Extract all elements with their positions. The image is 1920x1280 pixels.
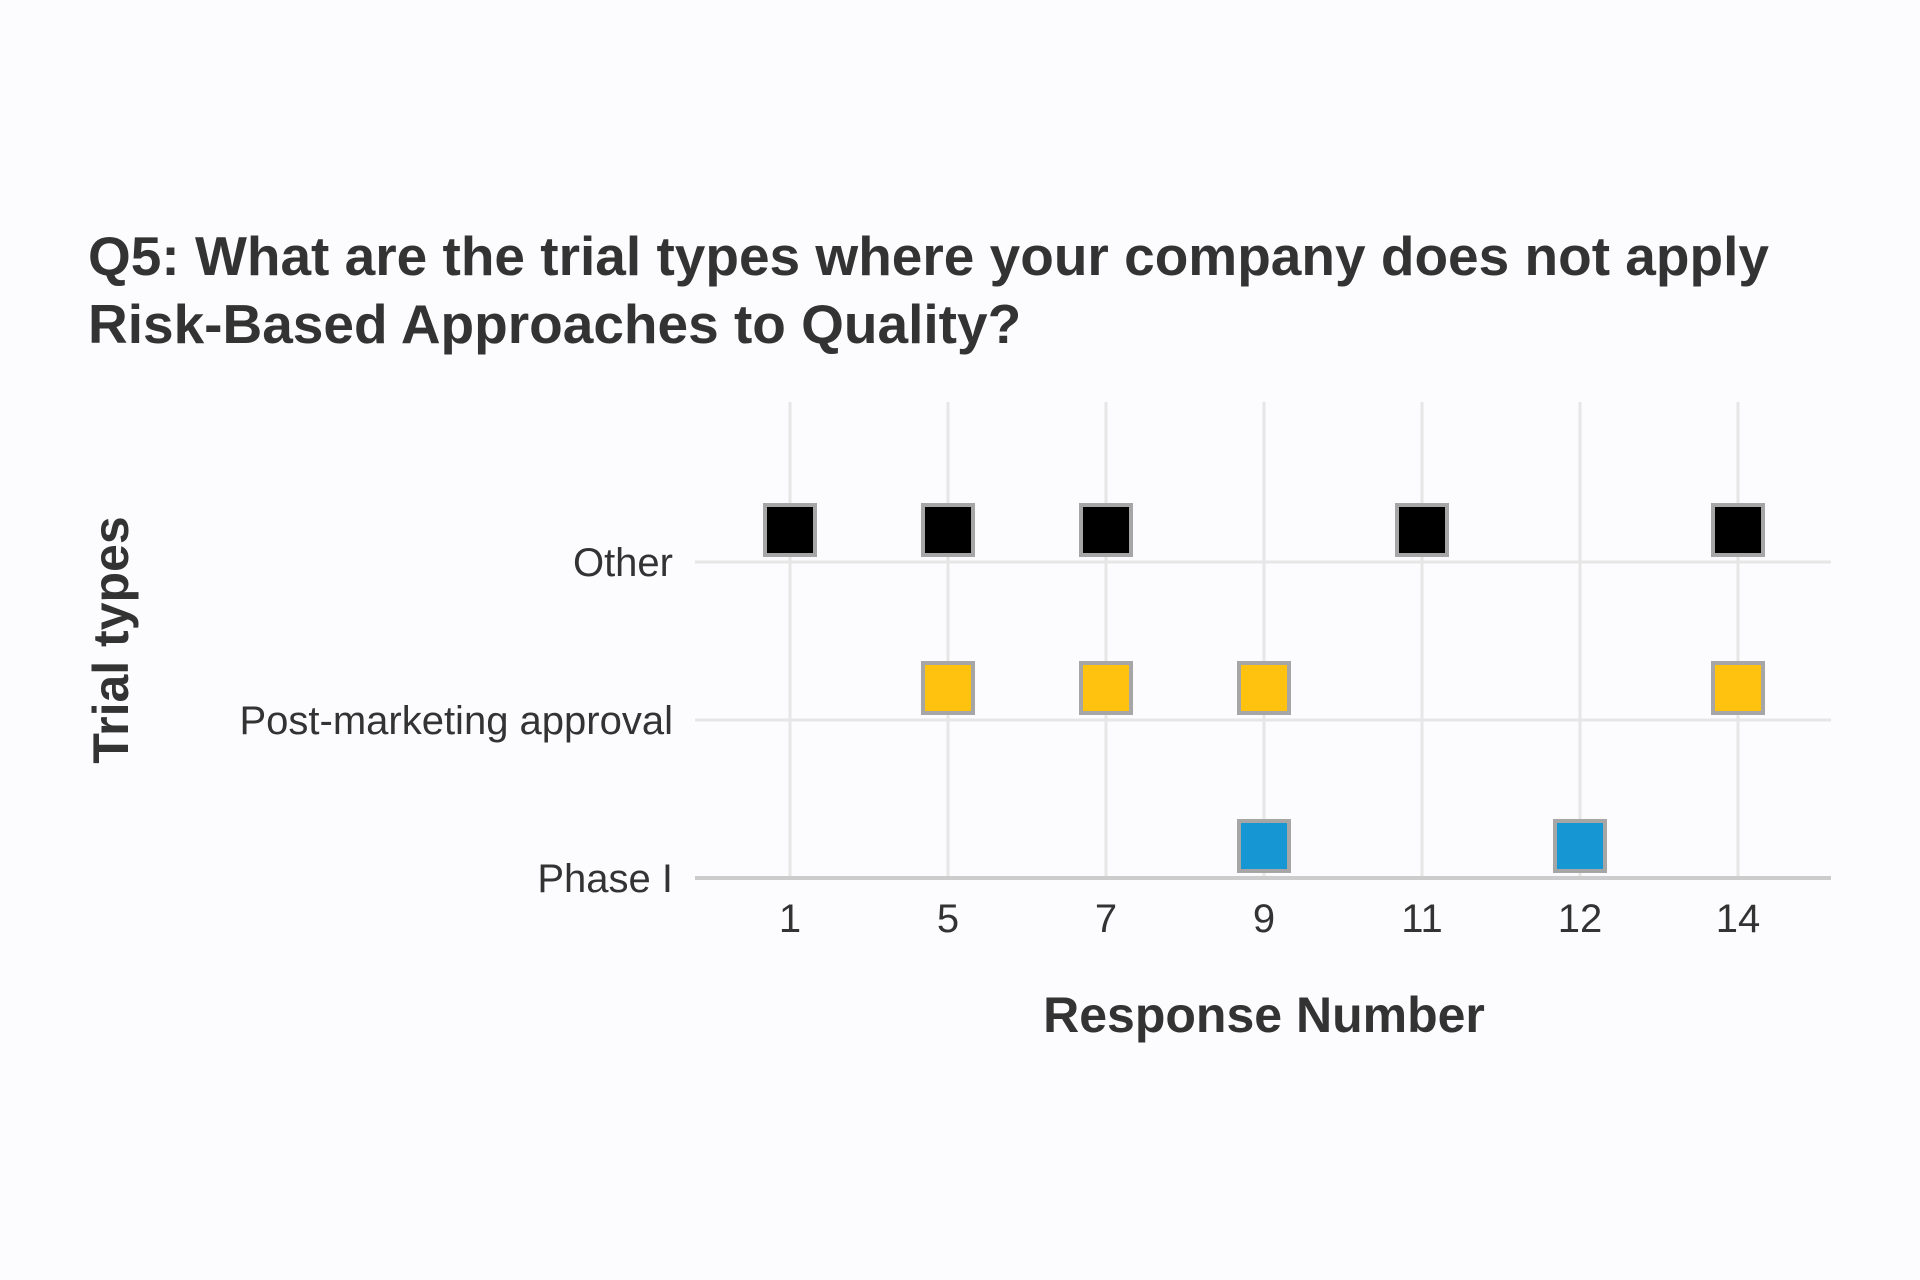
- y-axis-title: Trial types: [83, 516, 139, 763]
- x-tick-label: 11: [1401, 897, 1443, 941]
- x-tick-label: 1: [779, 897, 801, 941]
- data-point: [763, 503, 817, 557]
- data-point: [921, 503, 975, 557]
- x-axis-title: Response Number: [1043, 987, 1485, 1043]
- y-tick-label: Post-marketing approval: [239, 699, 673, 743]
- data-point: [1237, 661, 1291, 715]
- data-point: [1237, 819, 1291, 873]
- data-point: [1711, 661, 1765, 715]
- data-point: [1711, 503, 1765, 557]
- chart-title: Q5: What are the trial types where your …: [88, 225, 1769, 355]
- data-point: [1079, 661, 1133, 715]
- x-tick-label: 9: [1253, 897, 1275, 941]
- x-tick-label: 12: [1558, 897, 1603, 941]
- data-point: [1079, 503, 1133, 557]
- grid-layer: [695, 402, 1831, 878]
- marks-layer: [763, 503, 1765, 873]
- data-point: [921, 661, 975, 715]
- x-tick-label: 7: [1095, 897, 1117, 941]
- y-tick-label: Other: [573, 541, 673, 585]
- data-point: [1553, 819, 1607, 873]
- x-tick-label: 14: [1716, 897, 1761, 941]
- data-point: [1395, 503, 1449, 557]
- y-tick-label: Phase I: [537, 857, 673, 901]
- axis-layer: 1 5 7 9 11 12 14 Phase I Post-marketing approval…: [239, 541, 1831, 941]
- x-tick-label: 5: [937, 897, 959, 941]
